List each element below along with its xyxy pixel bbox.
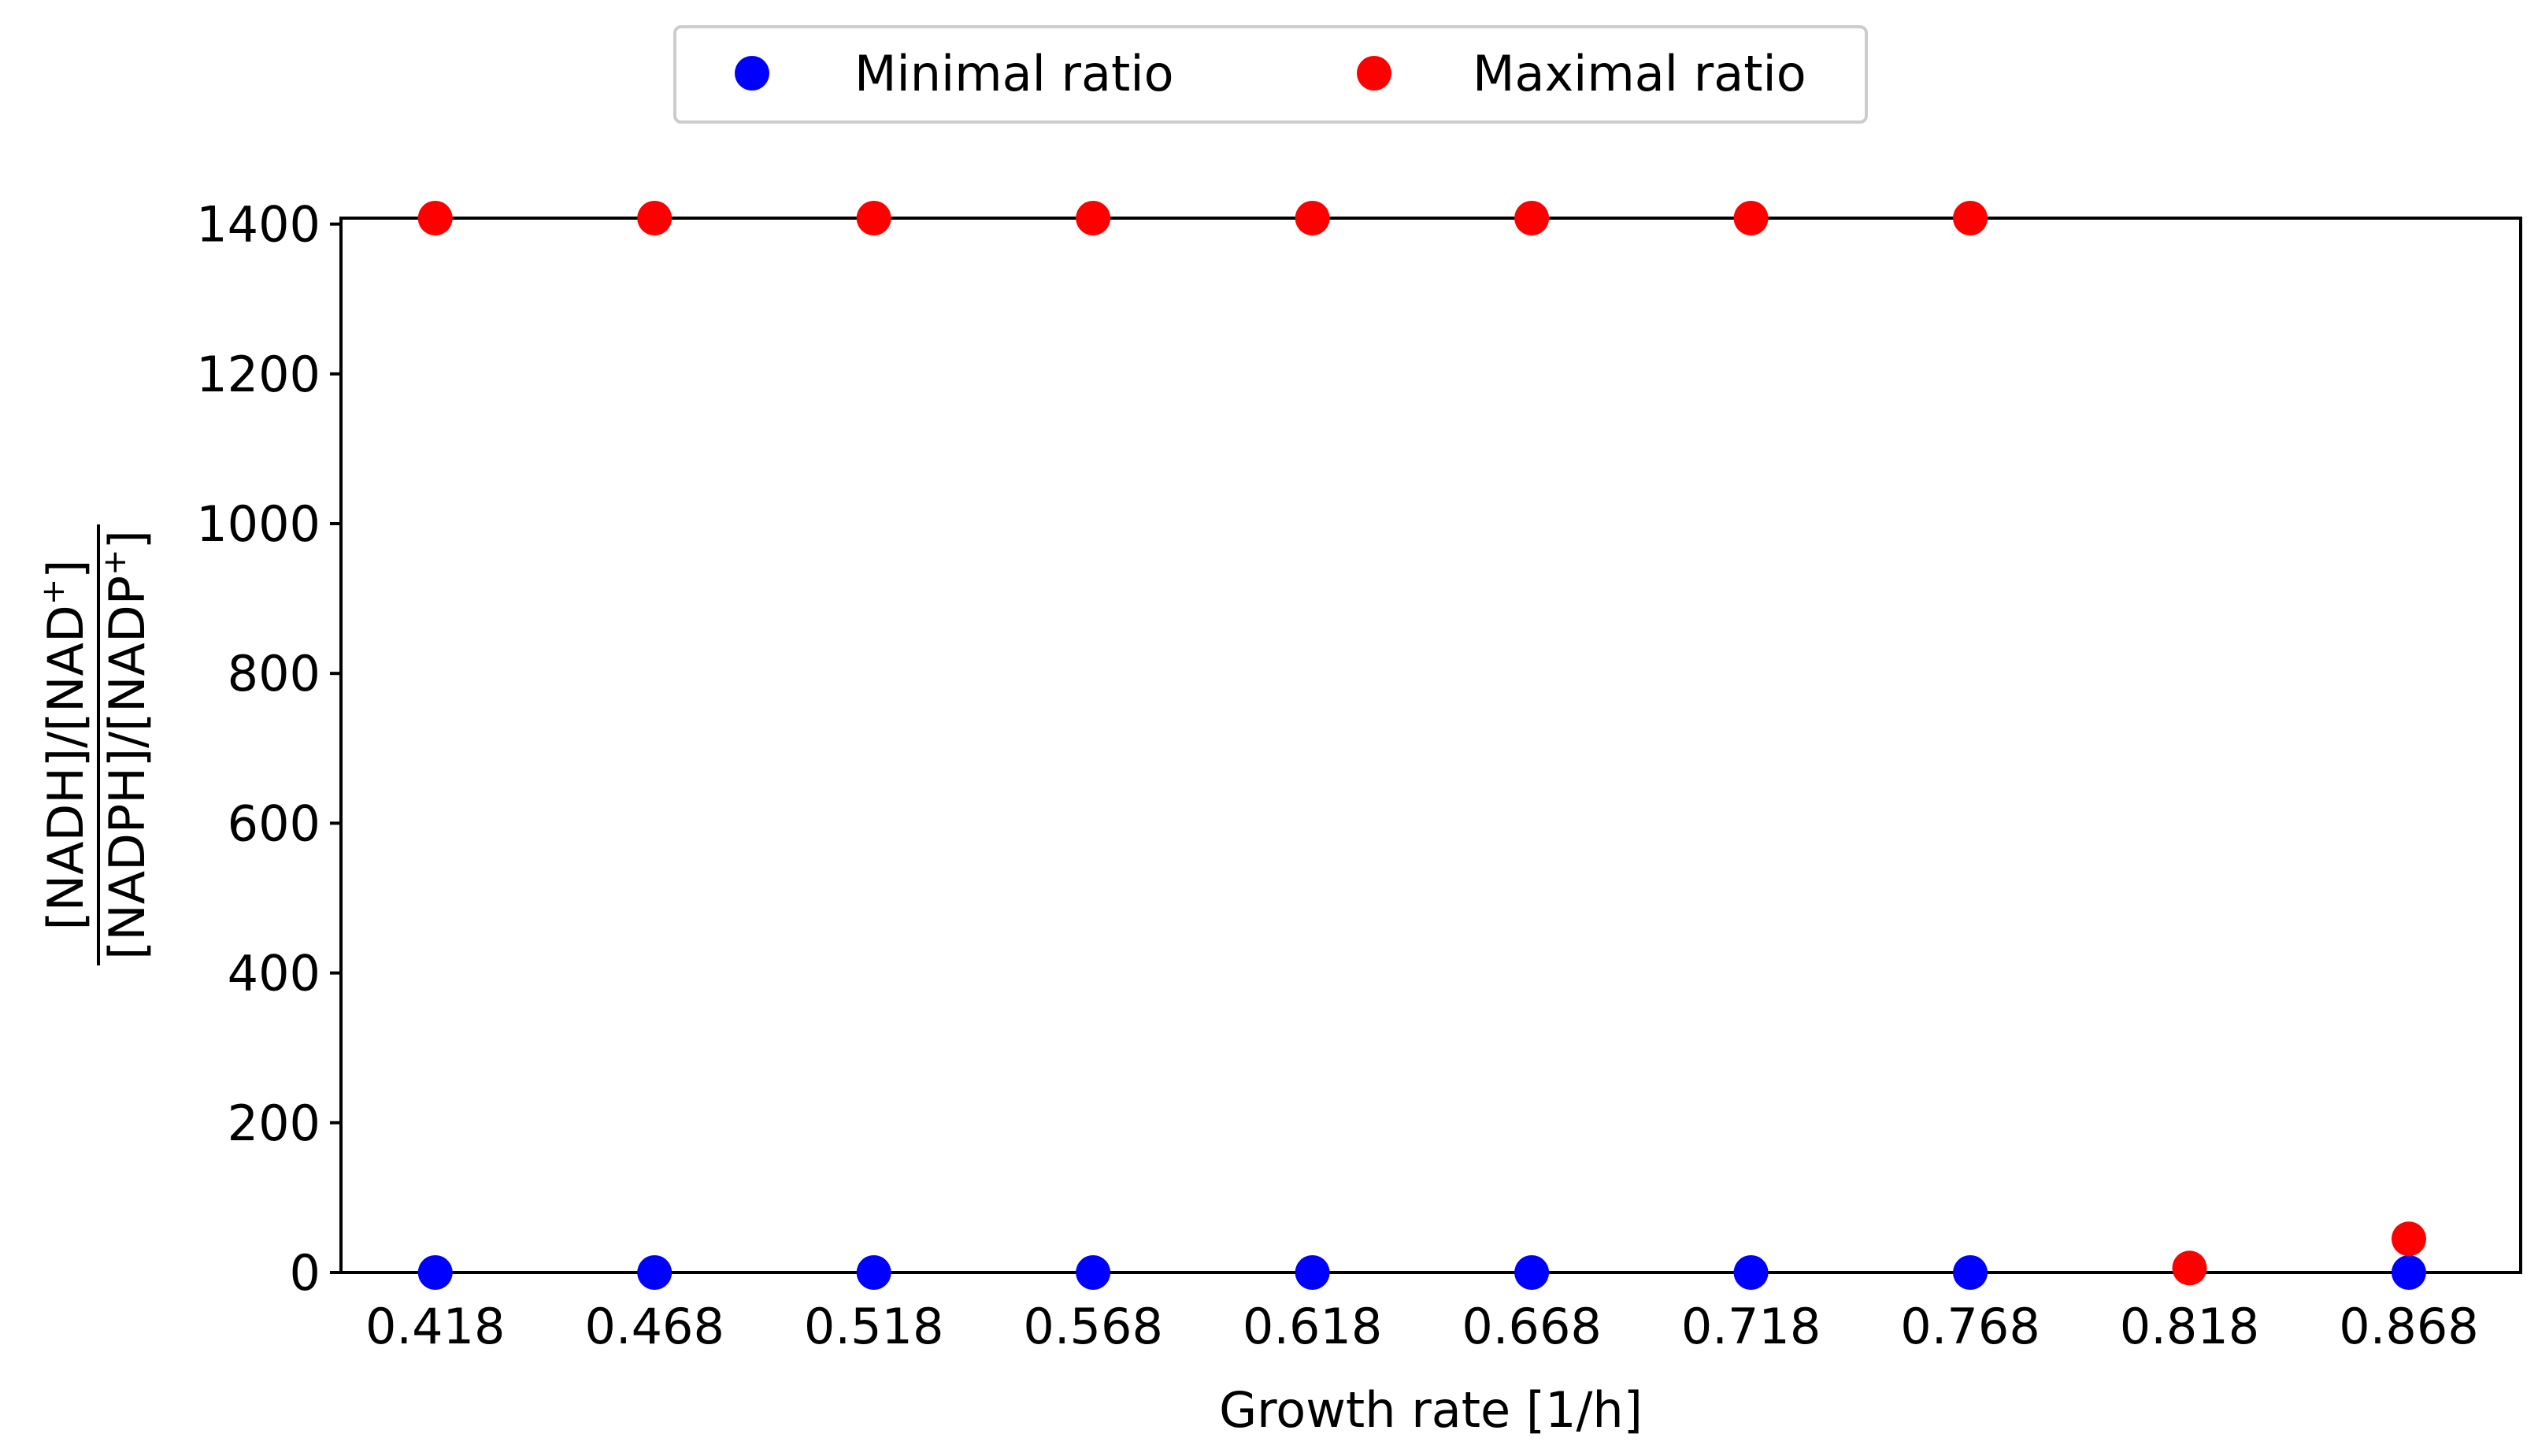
x-axis: 0.418 0.468 0.518 0.568 0.618 0.668 0.718 0.768… [365, 1273, 2479, 1355]
y-axis-label-numerator-sup: + [35, 579, 72, 606]
legend-frame [673, 25, 1868, 124]
marker-minimal-ratio [417, 1255, 453, 1290]
series-markers [417, 201, 2426, 1290]
marker-minimal-ratio [1514, 1255, 1550, 1290]
y-axis-label: [NADH]/[NAD+] [NADPH]/[NADP+] [35, 524, 156, 965]
marker-maximal-ratio [856, 201, 891, 235]
legend-label-maximal-ratio: Maximal ratio [1473, 45, 1806, 102]
marker-maximal-ratio [1953, 201, 1988, 235]
y-axis: 0 200 400 600 800 1000 1200 1400 [196, 196, 341, 1302]
x-tick-label: 0.668 [1462, 1298, 1602, 1355]
y-tick-label: 600 [228, 795, 320, 852]
x-tick-label: 0.618 [1243, 1298, 1383, 1355]
y-tick-label: 200 [228, 1095, 320, 1152]
y-tick-label: 0 [290, 1244, 320, 1302]
marker-minimal-ratio [1953, 1255, 1988, 1290]
y-tick-label: 800 [228, 645, 320, 702]
marker-maximal-ratio [637, 201, 672, 235]
x-tick-label: 0.468 [584, 1298, 724, 1355]
x-tick-label: 0.868 [2339, 1298, 2479, 1355]
marker-minimal-ratio [637, 1255, 672, 1290]
y-tick-label: 1400 [196, 196, 320, 254]
marker-maximal-ratio [417, 201, 453, 235]
marker-minimal-ratio [856, 1255, 891, 1290]
x-tick-label: 0.718 [1681, 1298, 1821, 1355]
x-tick-label: 0.418 [365, 1298, 506, 1355]
legend-marker-maximal-ratio [1357, 56, 1391, 91]
x-tick-label: 0.518 [804, 1298, 944, 1355]
y-tick-label: 1000 [196, 495, 320, 553]
marker-maximal-ratio [2172, 1250, 2207, 1286]
y-tick-label: 1200 [196, 346, 320, 403]
marker-maximal-ratio [1733, 201, 1769, 235]
legend-items: Minimal ratio Maximal ratio [735, 45, 1806, 102]
y-tick-label: 400 [228, 945, 320, 1002]
marker-minimal-ratio [2391, 1255, 2426, 1290]
marker-maximal-ratio [1514, 201, 1550, 235]
marker-minimal-ratio [1733, 1255, 1769, 1290]
legend-marker-minimal-ratio [735, 56, 769, 91]
legend-label-minimal-ratio: Minimal ratio [854, 45, 1174, 102]
x-tick-label: 0.568 [1023, 1298, 1163, 1355]
marker-maximal-ratio [1295, 201, 1330, 235]
x-tick-label: 0.768 [1900, 1298, 2040, 1355]
y-axis-label-numerator: [NADH]/[NAD+] [35, 560, 94, 931]
marker-minimal-ratio [1295, 1255, 1330, 1290]
x-tick-label: 0.818 [2120, 1298, 2260, 1355]
plot-area [339, 217, 2522, 1274]
legend: Minimal ratio Maximal ratio [673, 25, 1868, 124]
marker-maximal-ratio [1076, 201, 1111, 235]
y-axis-label-denominator: [NADPH]/[NADP+] [97, 530, 156, 960]
marker-minimal-ratio [1076, 1255, 1111, 1290]
marker-maximal-ratio [2391, 1221, 2426, 1257]
x-axis-label: Growth rate [1/h] [1219, 1381, 1643, 1439]
y-axis-label-denominator-sup: + [97, 549, 133, 576]
